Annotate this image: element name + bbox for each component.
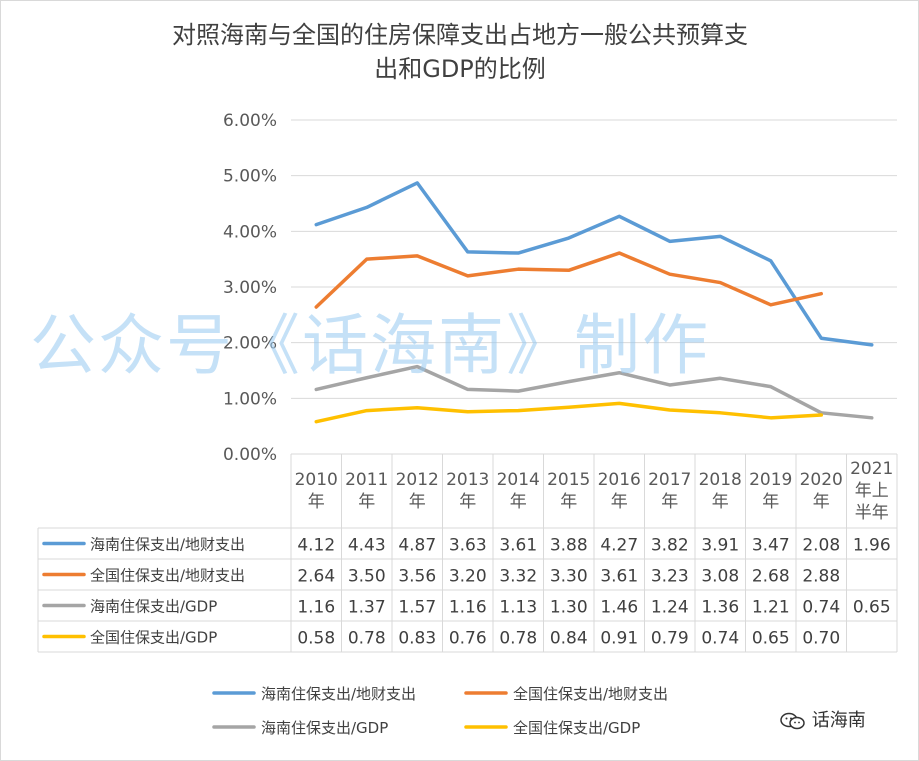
table-cell-value: 3.08 [701, 567, 739, 587]
series-line [314, 181, 874, 347]
table-cell-value: 1.16 [297, 598, 335, 618]
legend-label: 海南住保支出/GDP [261, 719, 388, 737]
table-cell-value: 0.78 [348, 629, 386, 649]
category-label: 年 [712, 492, 729, 512]
table-cell-value: 2.64 [297, 567, 335, 587]
y-tick-label: 3.00% [223, 278, 277, 298]
table-cell-value: 3.20 [449, 567, 487, 587]
chart-title: 对照海南与全国的住房保障支出占地方一般公共预算支 出和GDP的比例 [100, 18, 820, 86]
table-cell-value: 1.37 [348, 598, 386, 618]
table-cell-value: 0.84 [550, 629, 588, 649]
category-label: 2010 [295, 470, 338, 490]
table-cell-value: 3.63 [449, 536, 487, 556]
category-label: 年 [358, 492, 375, 512]
category-label: 2011 [345, 470, 388, 490]
y-tick-label: 0.00% [223, 445, 277, 465]
series-line [314, 364, 874, 420]
table-cell-value: 0.65 [853, 598, 891, 618]
table-cell-value: 3.32 [499, 567, 537, 587]
table-cell-value: 0.76 [449, 629, 487, 649]
category-label: 2018 [699, 470, 742, 490]
legend-label: 全国住保支出/GDP [513, 719, 640, 737]
table-cell-value: 4.12 [297, 536, 335, 556]
series-line [314, 251, 823, 309]
row-series-name: 海南住保支出/GDP [90, 598, 217, 616]
brand-name: 话海南 [811, 710, 866, 731]
table-cell-value: 1.13 [499, 598, 537, 618]
table-cell-value: 0.79 [651, 629, 689, 649]
category-label: 2015 [547, 470, 590, 490]
table-cell-value: 1.96 [853, 536, 891, 556]
row-series-name: 全国住保支出/GDP [90, 629, 217, 647]
table-cell-value: 0.78 [499, 629, 537, 649]
y-tick-label: 4.00% [223, 222, 277, 242]
table-cell-value: 2.68 [752, 567, 790, 587]
wechat-icon [780, 712, 805, 730]
category-label: 年 [459, 492, 476, 512]
watermark-text: 公众号《话海南》制作 [30, 307, 710, 384]
table-cell-value: 3.82 [651, 536, 689, 556]
category-label: 2016 [598, 470, 641, 490]
table-cell-value: 1.46 [600, 598, 638, 618]
table-cell-value: 3.56 [398, 567, 436, 587]
table-cell-value: 3.47 [752, 536, 790, 556]
row-series-name: 海南住保支出/地财支出 [90, 536, 245, 554]
category-label: 2017 [648, 470, 691, 490]
y-tick-label: 5.00% [223, 167, 277, 187]
table-cell-value: 1.36 [701, 598, 739, 618]
brand-badge: 话海南 [780, 706, 866, 732]
table-cell-value: 3.61 [600, 567, 638, 587]
category-label: 年上 [855, 481, 889, 501]
y-tick-label: 1.00% [223, 389, 277, 409]
category-label: 2014 [497, 470, 540, 490]
legend-label: 全国住保支出/地财支出 [513, 685, 668, 703]
table-cell-value: 0.74 [802, 598, 840, 618]
category-label: 2019 [749, 470, 792, 490]
table-cell-value: 3.50 [348, 567, 386, 587]
table-cell-value: 0.70 [802, 629, 840, 649]
category-label: 年 [813, 492, 830, 512]
category-label: 2021 [850, 459, 893, 479]
chart-title-line2: 出和GDP的比例 [374, 55, 546, 83]
table-cell-value: 0.83 [398, 629, 436, 649]
category-label: 年 [510, 492, 527, 512]
table-cell-value: 4.87 [398, 536, 436, 556]
series-line [314, 401, 823, 424]
table-cell-value: 1.57 [398, 598, 436, 618]
category-label: 年 [762, 492, 779, 512]
category-label: 2013 [446, 470, 489, 490]
category-label: 年 [409, 492, 426, 512]
table-cell-value: 3.88 [550, 536, 588, 556]
y-tick-label: 6.00% [223, 111, 277, 131]
table-cell-value: 4.27 [600, 536, 638, 556]
table-cell-value: 1.24 [651, 598, 689, 618]
category-label: 2020 [800, 470, 843, 490]
category-label: 2012 [396, 470, 439, 490]
category-label: 年 [560, 492, 577, 512]
category-label: 半年 [855, 503, 889, 523]
table-cell-value: 0.74 [701, 629, 739, 649]
category-label: 年 [661, 492, 678, 512]
table-cell-value: 2.88 [802, 567, 840, 587]
chart-title-line1: 对照海南与全国的住房保障支出占地方一般公共预算支 [172, 21, 748, 49]
y-tick-label: 2.00% [223, 334, 277, 354]
row-series-name: 全国住保支出/地财支出 [90, 567, 245, 585]
table-cell-value: 0.65 [752, 629, 790, 649]
table-cell-value: 3.91 [701, 536, 739, 556]
table-cell-value: 2.08 [802, 536, 840, 556]
table-cell-value: 3.23 [651, 567, 689, 587]
table-cell-value: 0.58 [297, 629, 335, 649]
table-cell-value: 1.16 [449, 598, 487, 618]
table-cell-value: 0.91 [600, 629, 638, 649]
category-label: 年 [308, 492, 325, 512]
table-cell-value: 3.30 [550, 567, 588, 587]
table-cell-value: 1.30 [550, 598, 588, 618]
table-cell-value: 3.61 [499, 536, 537, 556]
legend-label: 海南住保支出/地财支出 [261, 685, 416, 703]
table-cell-value: 1.21 [752, 598, 790, 618]
table-cell-value: 4.43 [348, 536, 386, 556]
category-label: 年 [611, 492, 628, 512]
